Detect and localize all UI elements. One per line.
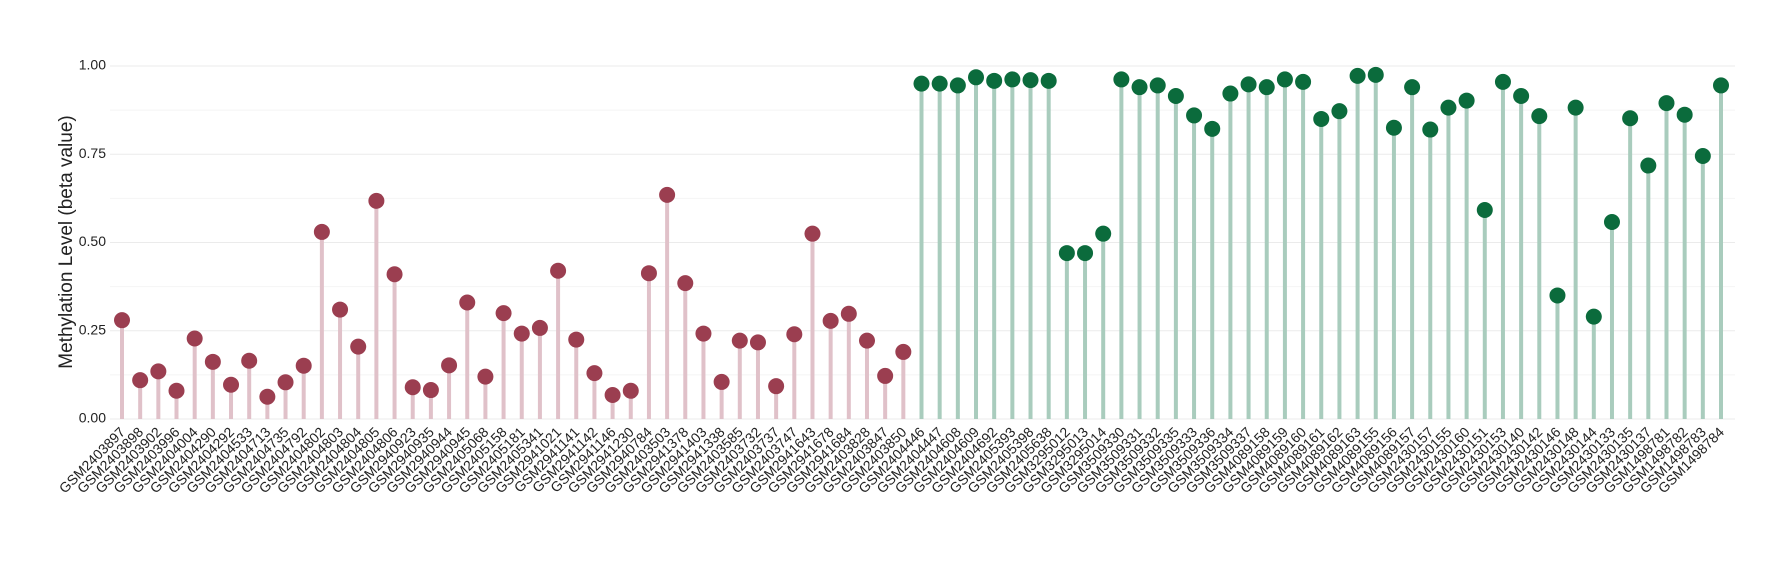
dot bbox=[1567, 99, 1584, 116]
y-axis-label: Methylation Level (beta value) bbox=[56, 115, 77, 368]
dot bbox=[1349, 67, 1366, 84]
dot bbox=[1440, 99, 1457, 116]
dot bbox=[804, 225, 821, 242]
dot bbox=[1622, 110, 1639, 127]
dot bbox=[1113, 71, 1130, 88]
dot bbox=[1331, 103, 1348, 120]
dot bbox=[368, 192, 385, 209]
dot bbox=[1422, 121, 1439, 138]
dot bbox=[822, 312, 839, 329]
dot bbox=[604, 386, 621, 403]
dot bbox=[531, 319, 548, 336]
dot bbox=[1022, 72, 1039, 89]
dot bbox=[495, 305, 512, 322]
y-tick-label: 0.75 bbox=[79, 145, 106, 161]
dot bbox=[1095, 225, 1112, 242]
dot bbox=[1404, 79, 1421, 96]
dot bbox=[1222, 85, 1239, 102]
dot bbox=[913, 75, 930, 92]
dot bbox=[1676, 106, 1693, 123]
dot bbox=[1549, 287, 1566, 304]
dot bbox=[477, 368, 494, 385]
dot bbox=[1058, 245, 1075, 262]
dot bbox=[1385, 119, 1402, 136]
dot bbox=[259, 388, 276, 405]
dot bbox=[895, 343, 912, 360]
dot bbox=[513, 325, 530, 342]
dot bbox=[586, 365, 603, 382]
dot bbox=[422, 382, 439, 399]
dot bbox=[1458, 92, 1475, 109]
dot bbox=[295, 357, 312, 374]
dot bbox=[1603, 214, 1620, 231]
dot bbox=[786, 326, 803, 343]
dot bbox=[1186, 107, 1203, 124]
dot bbox=[640, 265, 657, 282]
dot bbox=[731, 332, 748, 349]
dot bbox=[1149, 77, 1166, 94]
dot bbox=[1131, 79, 1148, 96]
dot bbox=[1167, 88, 1184, 105]
dot bbox=[695, 325, 712, 342]
dot bbox=[840, 305, 857, 322]
dot bbox=[223, 376, 240, 393]
dot bbox=[1367, 66, 1384, 83]
dot bbox=[441, 357, 458, 374]
y-tick-label: 1.00 bbox=[79, 57, 106, 73]
dot bbox=[1640, 157, 1657, 174]
dot bbox=[1476, 202, 1493, 219]
dot bbox=[313, 223, 330, 240]
dot bbox=[404, 379, 421, 396]
dot bbox=[1694, 148, 1711, 165]
dot bbox=[1713, 77, 1729, 94]
dot bbox=[931, 75, 948, 92]
dot bbox=[204, 353, 221, 370]
dot bbox=[168, 382, 185, 399]
dot bbox=[241, 352, 258, 369]
dot bbox=[132, 372, 149, 389]
y-tick-label: 0.25 bbox=[79, 321, 106, 337]
dot bbox=[1077, 245, 1094, 262]
dot bbox=[622, 382, 639, 399]
dot bbox=[1004, 71, 1021, 88]
dot bbox=[150, 363, 167, 380]
dot bbox=[1494, 73, 1511, 90]
dot bbox=[1531, 108, 1548, 125]
dot bbox=[749, 334, 766, 351]
dot bbox=[459, 294, 476, 311]
dot bbox=[550, 262, 567, 279]
y-tick-label: 0.50 bbox=[79, 233, 106, 249]
y-tick-label: 0.00 bbox=[79, 410, 106, 426]
dot bbox=[568, 331, 585, 348]
dot bbox=[713, 373, 730, 390]
dot bbox=[768, 378, 785, 395]
dot bbox=[949, 77, 966, 94]
dot bbox=[1658, 95, 1675, 112]
dot bbox=[386, 266, 403, 283]
dot bbox=[1513, 88, 1530, 105]
dot bbox=[1240, 76, 1257, 93]
dot bbox=[332, 301, 349, 318]
dot bbox=[858, 332, 875, 349]
dot bbox=[659, 186, 676, 203]
dot bbox=[1204, 120, 1221, 137]
dot bbox=[968, 69, 985, 86]
dot bbox=[877, 367, 894, 384]
dot bbox=[1313, 110, 1330, 127]
dot bbox=[1295, 73, 1312, 90]
dot bbox=[677, 275, 694, 292]
dot bbox=[350, 338, 367, 355]
dot bbox=[186, 330, 203, 347]
dot bbox=[114, 312, 130, 329]
dot bbox=[986, 72, 1003, 89]
dot bbox=[1276, 71, 1293, 88]
dot bbox=[1258, 79, 1275, 96]
dot bbox=[277, 374, 294, 391]
dot bbox=[1585, 308, 1602, 325]
dot bbox=[1040, 72, 1057, 89]
